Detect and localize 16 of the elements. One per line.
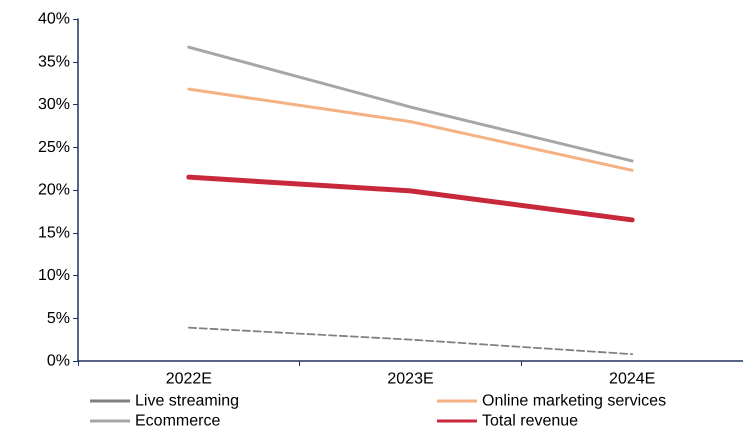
y-tick-label: 25% [38, 138, 70, 156]
x-tick-label: 2023E [387, 370, 434, 388]
y-tick-label: 40% [38, 10, 70, 28]
legend-label: Ecommerce [135, 412, 220, 430]
x-tick-label: 2022E [166, 370, 212, 388]
y-tick-label: 10% [38, 267, 70, 284]
y-tick-label: 5% [46, 310, 70, 327]
legend-label: Total revenue [482, 412, 578, 430]
y-tick-label: 0% [46, 352, 70, 370]
y-tick-label: 35% [38, 53, 70, 70]
legend-label: Online marketing services [482, 392, 666, 410]
legend-label: Live streaming [135, 392, 240, 410]
x-tick-label: 2024E [609, 370, 656, 388]
y-tick-label: 30% [38, 96, 70, 113]
y-tick-label: 20% [38, 182, 70, 198]
y-tick-label: 15% [38, 224, 70, 242]
